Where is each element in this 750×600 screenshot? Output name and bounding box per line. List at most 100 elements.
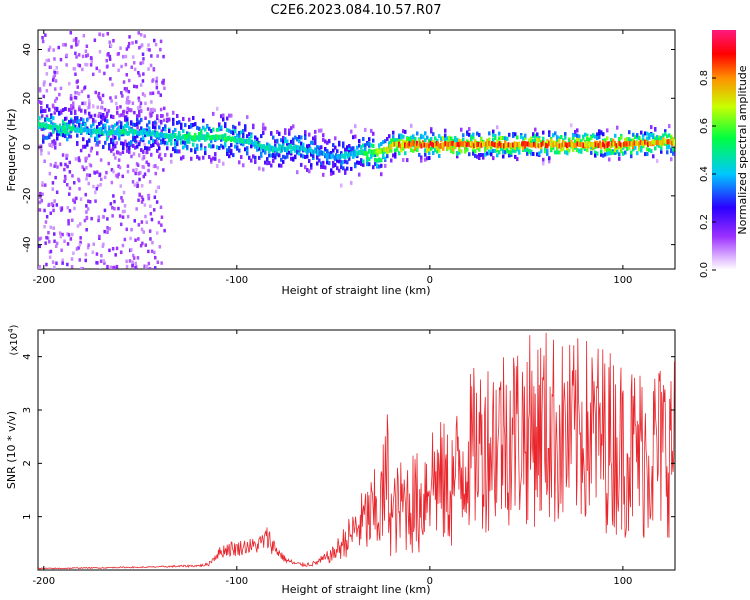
heat-cell: [536, 137, 539, 142]
heat-cell: [276, 152, 279, 157]
heat-cell: [344, 147, 347, 152]
heat-cell: [204, 151, 207, 156]
noise-pixel: [160, 223, 163, 227]
noise-pixel: [159, 93, 162, 97]
heat-cell: [190, 156, 193, 161]
heat-cell: [76, 141, 79, 145]
heat-cell: [606, 136, 609, 141]
noise-pixel: [137, 237, 140, 241]
heat-cell: [374, 162, 377, 167]
ridge-cell: [263, 144, 265, 149]
snr-line: [38, 332, 675, 570]
noise-pixel: [39, 191, 42, 196]
ridge-cell: [573, 142, 576, 148]
heat-cell: [646, 131, 649, 136]
heat-cell: [366, 141, 369, 146]
ridge-cell: [173, 133, 175, 138]
heat-cell: [350, 180, 353, 185]
noise-pixel: [153, 195, 157, 199]
heat-cell: [262, 126, 265, 131]
ridge-cell: [99, 129, 102, 135]
heat-cell: [614, 133, 617, 138]
heat-cell: [664, 131, 667, 136]
noise-pixel: [103, 175, 107, 180]
noise-pixel: [78, 187, 81, 191]
heat-cell: [480, 136, 483, 141]
heat-cell: [368, 137, 371, 142]
heat-cell: [492, 156, 495, 161]
heat-cell: [458, 147, 461, 152]
heat-cell: [456, 138, 459, 143]
heat-cell: [486, 145, 489, 150]
noise-pixel: [71, 232, 74, 237]
heat-cell: [250, 158, 253, 163]
noise-pixel: [157, 90, 160, 95]
ridge-cell: [671, 140, 673, 146]
ridge-cell: [95, 129, 97, 135]
snr-xtick-label: 0: [427, 576, 433, 587]
noise-pixel: [98, 112, 101, 116]
ridge-cell: [372, 149, 375, 155]
ridge-cell: [384, 147, 387, 153]
snr-ytick-label: 4: [22, 353, 33, 359]
heat-cell: [224, 143, 227, 148]
ridge-cell: [44, 123, 46, 129]
heat-cell: [92, 118, 95, 122]
noise-pixel: [45, 114, 49, 119]
heat-cell: [568, 139, 571, 143]
ridge-cell: [509, 143, 511, 149]
heat-cell: [266, 157, 269, 162]
noise-pixel: [48, 240, 51, 244]
heat-cell: [514, 132, 517, 137]
heat-cell: [100, 114, 103, 119]
heat-cell: [188, 117, 191, 122]
heat-cell: [410, 135, 413, 140]
heat-cell: [264, 160, 267, 165]
noise-pixel: [133, 84, 136, 89]
ridge-cell: [251, 139, 253, 145]
heat-cell: [420, 155, 423, 160]
heat-cell: [192, 116, 195, 120]
ridge-cell: [512, 142, 514, 148]
ridge-cell: [357, 150, 360, 155]
heat-cell: [154, 120, 157, 125]
heat-cell: [64, 134, 67, 139]
heat-cell: [404, 151, 407, 156]
heat-cell: [662, 133, 665, 138]
noise-pixel: [48, 255, 52, 259]
ridge-cell: [272, 147, 274, 153]
heat-cell: [450, 149, 453, 154]
heat-cell: [164, 153, 167, 157]
heat-cell: [248, 137, 251, 142]
heat-cell: [544, 149, 547, 154]
noise-pixel: [94, 143, 98, 147]
heat-cell: [108, 146, 111, 151]
noise-pixel: [79, 197, 83, 201]
snr-xlabel: Height of straight line (km): [281, 583, 430, 596]
ridge-cell: [450, 140, 453, 146]
noise-pixel: [85, 44, 89, 48]
snr-xtick-label: 100: [613, 576, 632, 587]
heat-cell: [336, 166, 339, 171]
heat-cell: [568, 148, 571, 153]
noise-pixel: [153, 208, 156, 212]
heat-cell: [502, 149, 505, 154]
heat-cell: [368, 141, 371, 146]
ridge-cell: [585, 143, 588, 149]
heat-cell: [628, 130, 631, 135]
noise-pixel: [55, 203, 59, 207]
ridge-cell: [275, 146, 277, 152]
noise-pixel: [151, 240, 154, 245]
ridge-cell: [629, 140, 631, 146]
ridge-cell: [438, 143, 441, 149]
heat-cell: [206, 124, 209, 129]
heat-cell: [360, 162, 363, 166]
heat-cell: [244, 127, 247, 132]
noise-pixel: [130, 154, 133, 159]
noise-pixel: [142, 57, 145, 61]
noise-pixel: [128, 100, 131, 104]
ridge-cell: [159, 132, 162, 138]
heat-cell: [478, 133, 481, 137]
heat-cell: [472, 151, 475, 156]
heat-cell: [312, 154, 315, 158]
